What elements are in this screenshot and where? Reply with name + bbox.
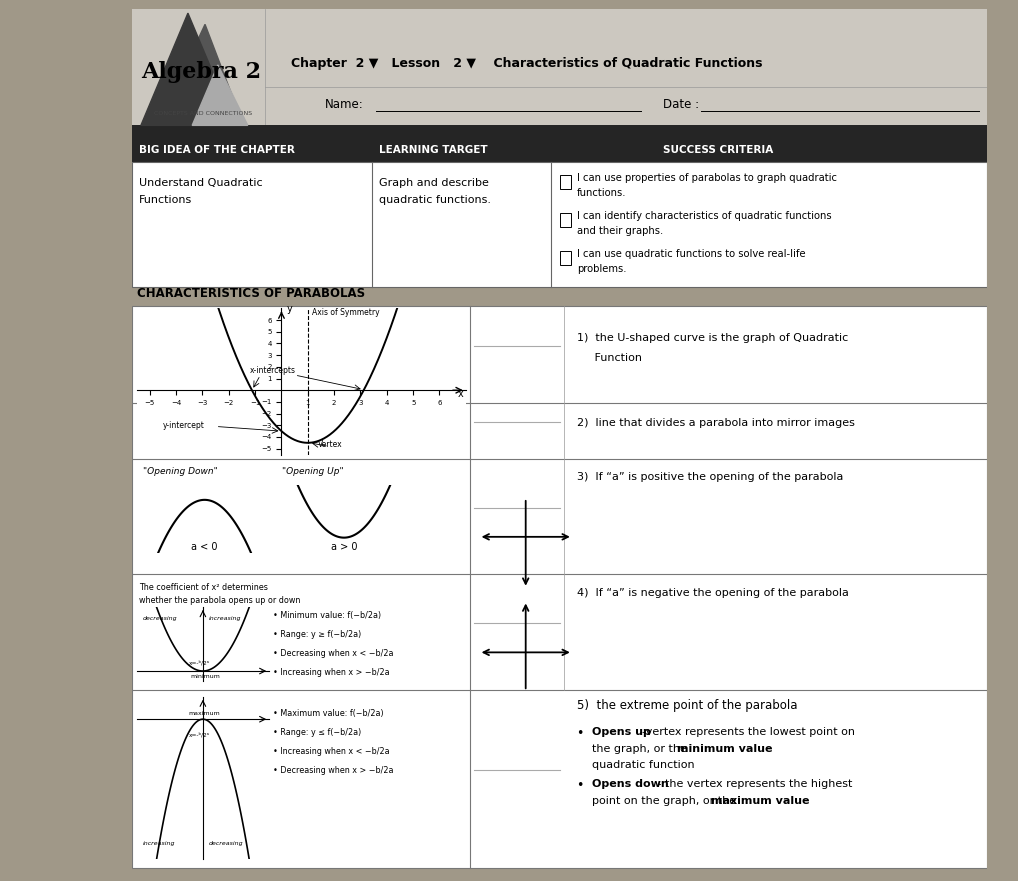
- Text: Graph and describe: Graph and describe: [379, 178, 489, 188]
- Bar: [132, 125, 987, 161]
- Text: • Increasing when x > −b/2a: • Increasing when x > −b/2a: [274, 668, 390, 677]
- Bar: [560, 213, 571, 227]
- Text: 1)  the U-shaped curve is the graph of Quadratic: 1) the U-shaped curve is the graph of Qu…: [577, 333, 848, 344]
- Text: The coefficient of x² determines: The coefficient of x² determines: [139, 583, 268, 592]
- Text: point on the graph, or the: point on the graph, or the: [592, 796, 740, 806]
- Text: the graph, or the: the graph, or the: [592, 744, 691, 754]
- Text: Functions: Functions: [139, 195, 192, 205]
- Polygon shape: [140, 13, 235, 125]
- Text: y-intercept: y-intercept: [163, 420, 205, 430]
- Bar: [560, 251, 571, 265]
- Text: •: •: [577, 728, 592, 740]
- Text: SUCCESS CRITERIA: SUCCESS CRITERIA: [663, 145, 773, 155]
- Text: I can use properties of parabolas to graph quadratic: I can use properties of parabolas to gra…: [577, 173, 837, 182]
- Text: a > 0: a > 0: [331, 542, 357, 552]
- Text: "Opening Up": "Opening Up": [282, 467, 344, 477]
- Text: whether the parabola opens up or down: whether the parabola opens up or down: [139, 596, 300, 605]
- Text: Vertex: Vertex: [319, 440, 343, 449]
- Text: 5)  the extreme point of the parabola: 5) the extreme point of the parabola: [577, 699, 797, 712]
- Text: LEARNING TARGET: LEARNING TARGET: [379, 145, 488, 155]
- Text: • Minimum value: f(−b/2a): • Minimum value: f(−b/2a): [274, 611, 382, 619]
- Text: increasing: increasing: [143, 841, 175, 847]
- Text: decreasing: decreasing: [143, 616, 177, 621]
- Bar: [132, 306, 987, 868]
- Text: I can use quadratic functions to solve real-life: I can use quadratic functions to solve r…: [577, 248, 805, 259]
- Text: • Range: y ≥ f(−b/2a): • Range: y ≥ f(−b/2a): [274, 630, 361, 639]
- Text: Function: Function: [577, 353, 642, 363]
- Text: x=-ᵇ/2ᵃ: x=-ᵇ/2ᵃ: [188, 660, 210, 666]
- Text: maximum value: maximum value: [712, 796, 809, 806]
- Text: Understand Quadratic: Understand Quadratic: [139, 178, 263, 188]
- Bar: [132, 9, 987, 125]
- Text: CHARACTERISTICS OF PARABOLAS: CHARACTERISTICS OF PARABOLAS: [136, 287, 364, 300]
- Text: Date :: Date :: [663, 98, 698, 111]
- Text: Algebra 2: Algebra 2: [140, 61, 261, 83]
- Text: -vertex represents the lowest point on: -vertex represents the lowest point on: [642, 727, 855, 737]
- Text: •: •: [577, 779, 592, 792]
- Text: x=-ᵇ/2ᵃ: x=-ᵇ/2ᵃ: [188, 731, 210, 737]
- Text: x: x: [458, 389, 463, 399]
- Text: y: y: [287, 304, 292, 314]
- Polygon shape: [192, 65, 247, 125]
- Text: CONCEPTS AND CONNECTIONS: CONCEPTS AND CONNECTIONS: [154, 111, 251, 116]
- Text: 3)  If “a” is positive the opening of the parabola: 3) If “a” is positive the opening of the…: [577, 472, 843, 483]
- Text: "Opening Down": "Opening Down": [143, 467, 218, 477]
- Text: Name:: Name:: [325, 98, 363, 111]
- Text: • Range: y ≤ f(−b/2a): • Range: y ≤ f(−b/2a): [274, 728, 361, 737]
- Text: Axis of Symmetry: Axis of Symmetry: [312, 308, 380, 317]
- Text: minimum: minimum: [190, 674, 220, 679]
- Text: - the vertex represents the highest: - the vertex represents the highest: [654, 779, 852, 788]
- Text: • Decreasing when x < −b/2a: • Decreasing when x < −b/2a: [274, 648, 394, 657]
- Text: Opens up: Opens up: [592, 727, 656, 737]
- Text: • Maximum value: f(−b/2a): • Maximum value: f(−b/2a): [274, 709, 384, 718]
- Text: quadratic function: quadratic function: [592, 759, 695, 770]
- Text: Chapter  2 ▼   Lesson   2 ▼    Characteristics of Quadratic Functions: Chapter 2 ▼ Lesson 2 ▼ Characteristics o…: [290, 56, 762, 70]
- Text: 2)  line that divides a parabola into mirror images: 2) line that divides a parabola into mir…: [577, 418, 855, 428]
- Text: minimum value: minimum value: [677, 744, 773, 754]
- Text: I can identify characteristics of quadratic functions: I can identify characteristics of quadra…: [577, 211, 832, 220]
- Text: and their graphs.: and their graphs.: [577, 226, 664, 236]
- Text: quadratic functions.: quadratic functions.: [379, 195, 491, 205]
- Text: • Decreasing when x > −b/2a: • Decreasing when x > −b/2a: [274, 766, 394, 774]
- Text: problems.: problems.: [577, 264, 626, 274]
- Text: • Increasing when x < −b/2a: • Increasing when x < −b/2a: [274, 747, 390, 756]
- Text: a < 0: a < 0: [191, 542, 218, 552]
- Text: Opens down: Opens down: [592, 779, 669, 788]
- Text: functions.: functions.: [577, 189, 626, 198]
- Text: BIG IDEA OF THE CHAPTER: BIG IDEA OF THE CHAPTER: [139, 145, 295, 155]
- Text: maximum: maximum: [188, 711, 220, 716]
- Text: decreasing: decreasing: [209, 841, 243, 847]
- Bar: [560, 175, 571, 189]
- Bar: [132, 161, 987, 287]
- Text: 4)  If “a” is negative the opening of the parabola: 4) If “a” is negative the opening of the…: [577, 588, 849, 598]
- Text: x-intercepts: x-intercepts: [249, 366, 296, 374]
- Polygon shape: [158, 25, 243, 125]
- Text: increasing: increasing: [209, 616, 241, 621]
